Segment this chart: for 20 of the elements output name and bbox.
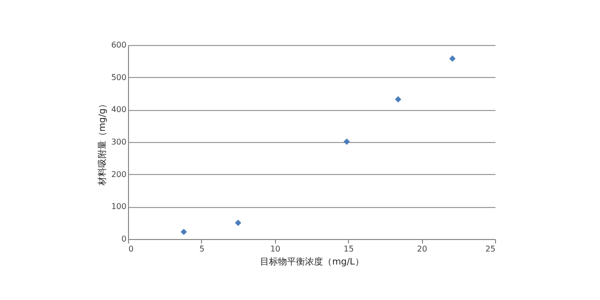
y-tick-label: 600: [111, 40, 126, 50]
y-tick-label: 0: [121, 234, 126, 244]
x-axis-title: 目标物平衡浓度（mg/L）: [260, 256, 364, 268]
point: [449, 55, 456, 62]
y-tick-label: 200: [111, 170, 126, 179]
point: [344, 138, 350, 145]
x-tick-label: 25: [485, 244, 496, 254]
y-tick-label: 500: [111, 72, 126, 82]
point: [180, 228, 187, 236]
x-tick-label: 15: [344, 244, 354, 254]
point: [394, 96, 402, 102]
y-tick-label: 100: [111, 202, 126, 212]
y-axis-title: 材料吸附量（mg/g）: [97, 99, 108, 187]
point: [234, 220, 242, 226]
y-tick-label: 300: [111, 138, 126, 146]
x-tick-label: 5: [199, 244, 204, 254]
y-tick-label: 400: [111, 105, 126, 114]
x-tick-label: 10: [270, 244, 280, 254]
x-tick-label: 20: [417, 244, 428, 254]
x-tick-label: 0: [128, 244, 134, 254]
